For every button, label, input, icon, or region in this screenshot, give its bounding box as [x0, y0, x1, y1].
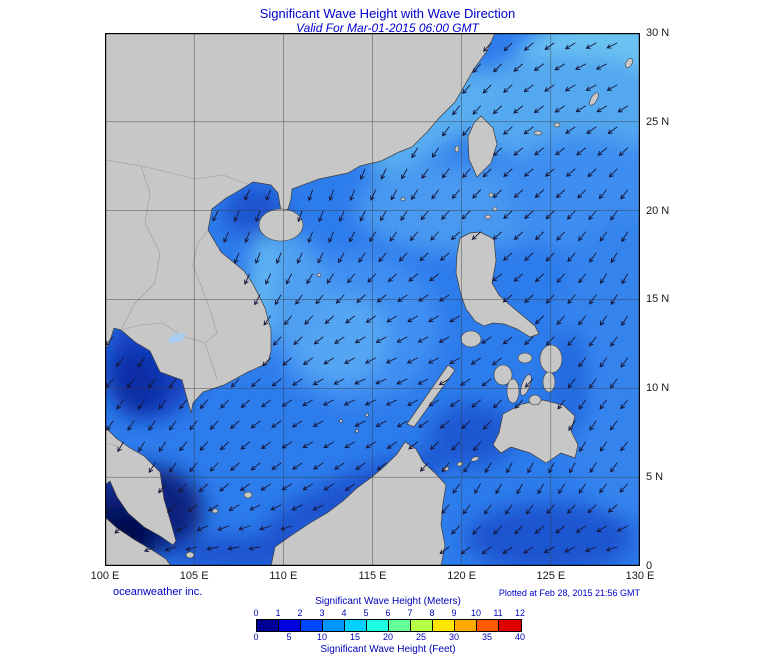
legend-color-segment	[433, 620, 455, 631]
lat-tick-label: 10 N	[646, 382, 670, 395]
longitude-axis: 100 E 105 E 110 E 115 E 120 E 125 E 130 E	[91, 570, 655, 584]
latitude-axis: 30 N 25 N 20 N 15 N 10 N 5 N 0	[646, 27, 706, 572]
legend-meters-tick: 7	[407, 608, 413, 618]
legend-colorbar	[256, 619, 522, 632]
legend-color-segment	[477, 620, 499, 631]
lat-tick-label: 5 N	[646, 471, 664, 484]
legend-meters-tick: 6	[385, 608, 391, 618]
legend-meters-tick: 1	[275, 608, 281, 618]
legend-color-segment	[301, 620, 323, 631]
legend-color-segment	[367, 620, 389, 631]
lat-tick-label: 0	[646, 559, 653, 572]
legend-meters-tick: 4	[341, 608, 347, 618]
legend-color-segment	[411, 620, 433, 631]
legend-meters-ticks: 0 1 2 3 4 5 6 7 8 9 10 11 12	[253, 608, 525, 618]
grid-layer	[105, 33, 640, 566]
lon-tick-label: 110 E	[269, 570, 298, 582]
lon-tick-label: 105 E	[179, 570, 209, 582]
legend-meters-tick: 8	[429, 608, 435, 618]
page-title: Significant Wave Height with Wave Direct…	[259, 6, 516, 21]
wave-map-canvas	[104, 33, 640, 566]
legend-feet-tick: 5	[286, 632, 292, 642]
lon-tick-label: 130 E	[625, 570, 655, 582]
valid-time-subtitle: Valid For Mar-01-2015 06:00 GMT	[296, 21, 479, 35]
legend-meters-tick: 5	[363, 608, 369, 618]
lat-tick-label: 15 N	[646, 293, 670, 306]
legend-color-segment	[279, 620, 301, 631]
lat-tick-label: 25 N	[646, 115, 670, 128]
legend-meters-tick: 0	[253, 608, 259, 618]
legend-color-segment	[257, 620, 279, 631]
lon-tick-label: 125 E	[536, 570, 566, 582]
legend-color-segment	[323, 620, 345, 631]
wave-direction-arrows	[104, 42, 628, 555]
legend-meters-tick: 10	[470, 608, 482, 618]
lon-tick-label: 100 E	[90, 570, 120, 582]
legend-color-segment	[389, 620, 411, 631]
legend-feet-tick: 0	[253, 632, 259, 642]
wave-map	[104, 33, 640, 566]
land-layer	[105, 33, 633, 566]
lat-tick-label: 20 N	[646, 204, 670, 217]
legend-feet-tick: 25	[415, 632, 427, 642]
lon-tick-label: 115 E	[358, 570, 387, 582]
legend-meters-tick: 12	[514, 608, 526, 618]
legend-meters-tick: 9	[451, 608, 457, 618]
legend-feet-tick: 35	[481, 632, 493, 642]
legend-feet-tick: 30	[448, 632, 460, 642]
lon-tick-label: 120 E	[447, 570, 477, 582]
legend-feet-tick: 15	[349, 632, 361, 642]
legend-color-segment	[345, 620, 367, 631]
legend-color-segment	[499, 620, 521, 631]
legend-feet-tick: 20	[382, 632, 394, 642]
legend-color-segment	[455, 620, 477, 631]
oceanweather-credit: oceanweather inc.	[113, 586, 203, 598]
legend-feet-tick: 10	[316, 632, 328, 642]
legend-feet-title: Significant Wave Height (Feet)	[320, 644, 456, 655]
lat-tick-label: 30 N	[646, 27, 670, 39]
legend-meters-tick: 2	[297, 608, 303, 618]
legend-feet-tick: 40	[514, 632, 526, 642]
plotted-timestamp: Plotted at Feb 28, 2015 21:56 GMT	[498, 588, 640, 598]
map-frame	[105, 33, 640, 566]
legend-meters-tick: 11	[493, 608, 503, 618]
legend-feet-ticks: 0 5 10 15 20 25 30 35 40	[253, 632, 525, 642]
legend-meters-tick: 3	[319, 608, 325, 618]
legend-meters-title: Significant Wave Height (Meters)	[315, 596, 461, 607]
